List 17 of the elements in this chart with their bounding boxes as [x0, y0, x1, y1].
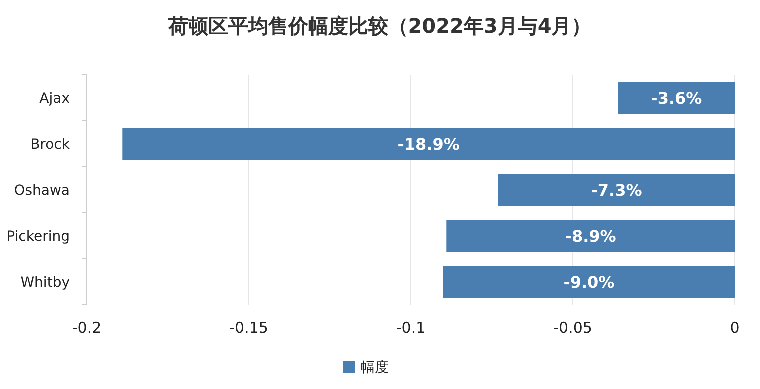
data-label: -3.6% — [651, 89, 702, 108]
x-tick-label: -0.2 — [72, 319, 102, 337]
x-tick-label: -0.15 — [230, 319, 268, 337]
legend-label: 幅度 — [361, 360, 389, 376]
y-tick-label: Oshawa — [14, 183, 70, 199]
chart-title: 荷顿区平均售价幅度比较（2022年3月与4月） — [167, 14, 592, 38]
y-tick-label: Brock — [30, 137, 71, 153]
data-label: -18.9% — [398, 135, 460, 154]
y-tick-label: Whitby — [20, 275, 70, 291]
data-label: -7.3% — [591, 181, 642, 200]
x-tick-label: -0.1 — [396, 319, 426, 337]
data-label: -9.0% — [564, 273, 615, 292]
x-tick-label: -0.05 — [554, 319, 592, 337]
y-tick-label: Pickering — [6, 229, 70, 245]
x-tick-label: 0 — [730, 319, 740, 337]
y-tick-label: Ajax — [40, 91, 70, 107]
data-label: -8.9% — [565, 227, 616, 246]
